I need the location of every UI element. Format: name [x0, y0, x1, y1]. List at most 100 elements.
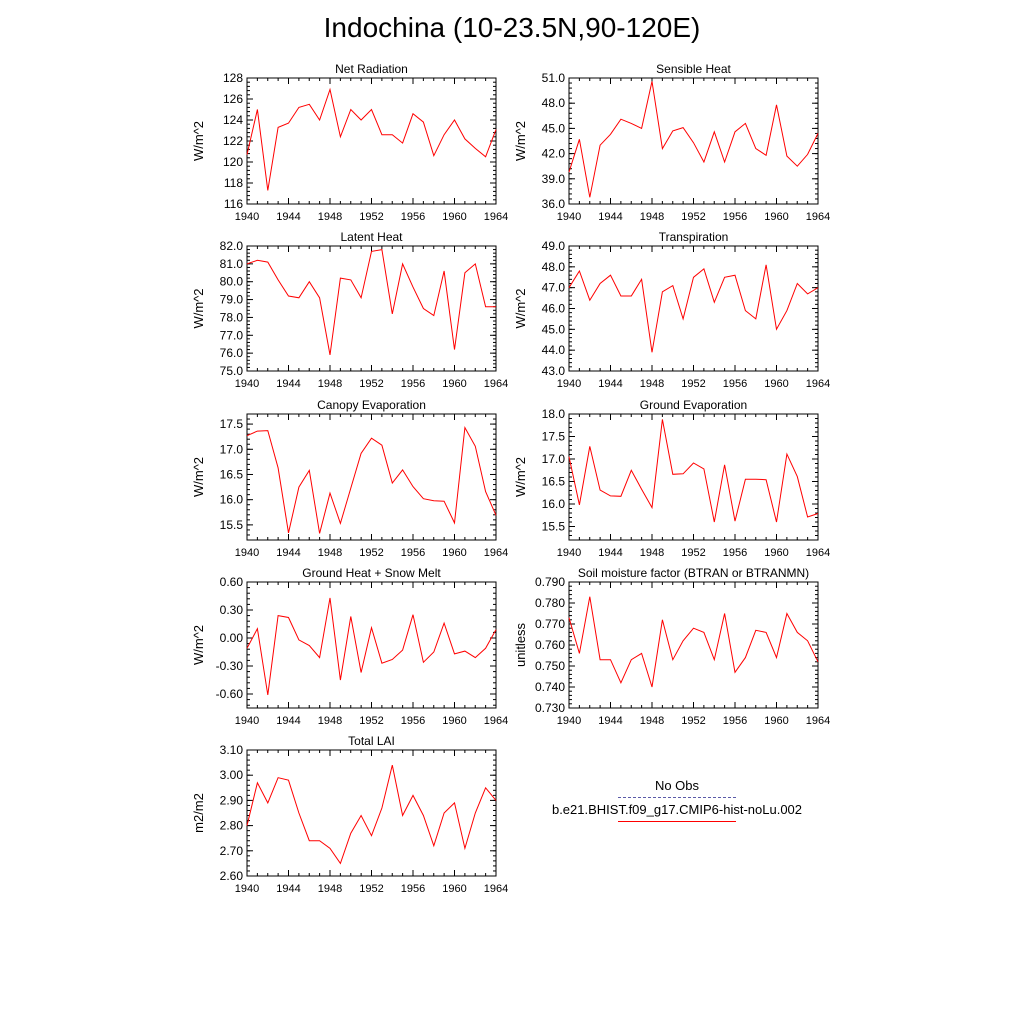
- x-tick-label: 1956: [401, 715, 425, 727]
- chart-panel-8: Soil moisture factor (BTRAN or BTRANMN) u…: [513, 566, 830, 727]
- chart-panel-2: Sensible Heat W/m^2 1940 1944 1948 1952 1956 19…: [513, 62, 830, 223]
- x-tick-label: 1952: [359, 378, 383, 390]
- panel-title: Net Radiation: [335, 62, 408, 76]
- x-tick-label: 1944: [598, 211, 622, 223]
- y-tick-label: 47.0: [542, 281, 566, 295]
- x-tick-label: 1964: [484, 715, 508, 727]
- series-line: [568, 419, 819, 523]
- x-tick-label: 1960: [442, 715, 466, 727]
- x-tick-label: 1948: [318, 883, 342, 895]
- x-tick-label: 1960: [764, 715, 788, 727]
- y-axis-label: W/m^2: [191, 288, 206, 328]
- y-tick-label: 17.0: [220, 442, 244, 456]
- x-tick-label: 1948: [318, 378, 342, 390]
- x-tick-label: 1960: [442, 211, 466, 223]
- y-axis-label: m2/m2: [191, 793, 206, 833]
- y-tick-label: 0.730: [535, 701, 565, 715]
- series-line: [568, 81, 819, 198]
- y-tick-label: 78.0: [220, 310, 244, 324]
- x-tick-label: 1952: [359, 715, 383, 727]
- y-tick-label: 15.5: [542, 520, 566, 534]
- x-tick-label: 1956: [401, 883, 425, 895]
- y-tick-label: 46.0: [542, 302, 566, 316]
- y-tick-label: 0.760: [535, 638, 565, 652]
- y-tick-label: 0.60: [220, 575, 244, 589]
- plot-frame: [246, 413, 497, 541]
- y-tick-label: 48.0: [542, 260, 566, 274]
- x-tick-label: 1952: [681, 715, 705, 727]
- chart-panel-4: Transpiration W/m^2 1940 1944 1948 1952 1956 19…: [513, 230, 830, 390]
- y-tick-label: 0.770: [535, 617, 565, 631]
- y-tick-label: 17.5: [220, 417, 244, 431]
- y-tick-label: 2.60: [220, 869, 244, 883]
- y-tick-label: 75.0: [220, 364, 244, 378]
- y-tick-label: 76.0: [220, 346, 244, 360]
- y-tick-label: 18.0: [542, 407, 566, 421]
- plot-frame: [568, 77, 819, 205]
- x-tick-label: 1960: [764, 378, 788, 390]
- x-tick-label: 1940: [235, 547, 259, 559]
- panel-title: Transpiration: [659, 230, 729, 244]
- y-tick-label: 82.0: [220, 239, 244, 253]
- y-tick-label: 16.5: [542, 475, 566, 489]
- legend-model-line: [618, 821, 736, 822]
- panel-title: Latent Heat: [340, 230, 403, 244]
- y-tick-label: 81.0: [220, 257, 244, 271]
- legend-obs-label: No Obs: [654, 778, 700, 793]
- y-tick-label: 48.0: [542, 96, 566, 110]
- chart-panel-3: Latent Heat W/m^2 1940 1944 1948 1952 1956 1960…: [191, 230, 508, 390]
- x-tick-label: 1944: [598, 378, 622, 390]
- y-tick-label: 0.00: [220, 631, 244, 645]
- series-line: [246, 597, 497, 695]
- plot-frame: [568, 245, 819, 372]
- legend-model-label: b.e21.BHIST.f09_g17.CMIP6-hist-noLu.002: [551, 802, 803, 817]
- panel-title: Soil moisture factor (BTRAN or BTRANMN): [578, 566, 809, 580]
- x-tick-label: 1948: [640, 547, 664, 559]
- y-tick-label: 42.0: [542, 147, 566, 161]
- y-tick-label: 128: [223, 71, 243, 85]
- plot-frame: [246, 749, 497, 877]
- panel-title: Ground Heat + Snow Melt: [302, 566, 441, 580]
- y-axis-label: W/m^2: [191, 121, 206, 161]
- y-tick-label: 0.750: [535, 659, 565, 673]
- x-tick-label: 1944: [598, 715, 622, 727]
- chart-panel-5: Canopy Evaporation W/m^2 1940 1944 1948 1952 1…: [191, 398, 508, 559]
- y-tick-label: 17.0: [542, 452, 566, 466]
- y-tick-label: 16.0: [220, 493, 244, 507]
- legend-obs-line: [618, 797, 736, 798]
- y-axis-label: W/m^2: [513, 288, 528, 328]
- y-tick-label: 2.90: [220, 793, 244, 807]
- series-line: [246, 87, 497, 191]
- y-axis-label: W/m^2: [191, 625, 206, 665]
- y-tick-label: 80.0: [220, 275, 244, 289]
- x-tick-label: 1960: [442, 547, 466, 559]
- figure-title: Indochina (10-23.5N,90-120E): [323, 12, 701, 43]
- x-tick-label: 1952: [681, 211, 705, 223]
- y-tick-label: 2.80: [220, 819, 244, 833]
- x-tick-label: 1948: [640, 715, 664, 727]
- x-tick-label: 1960: [764, 547, 788, 559]
- x-tick-label: 1948: [318, 211, 342, 223]
- y-tick-label: 49.0: [542, 239, 566, 253]
- x-tick-label: 1940: [235, 883, 259, 895]
- y-tick-label: 0.780: [535, 596, 565, 610]
- y-tick-label: 77.0: [220, 328, 244, 342]
- plot-frame: [568, 413, 819, 541]
- y-tick-label: 118: [224, 176, 243, 190]
- y-axis-label: W/m^2: [191, 457, 206, 497]
- y-tick-label: 16.5: [220, 467, 244, 481]
- x-tick-label: 1948: [640, 378, 664, 390]
- x-tick-label: 1944: [598, 547, 622, 559]
- chart-panel-1: Net Radiation W/m^2 1940 1944 1948 1952 1956 19…: [191, 62, 508, 223]
- x-tick-label: 1956: [401, 211, 425, 223]
- x-tick-label: 1964: [806, 715, 830, 727]
- x-tick-label: 1964: [484, 547, 508, 559]
- x-tick-label: 1944: [276, 883, 300, 895]
- plot-frame: [246, 77, 497, 205]
- x-tick-label: 1960: [442, 883, 466, 895]
- x-tick-label: 1952: [359, 883, 383, 895]
- y-tick-label: 45.0: [542, 121, 566, 135]
- x-tick-label: 1940: [235, 715, 259, 727]
- y-tick-label: 3.10: [220, 743, 244, 757]
